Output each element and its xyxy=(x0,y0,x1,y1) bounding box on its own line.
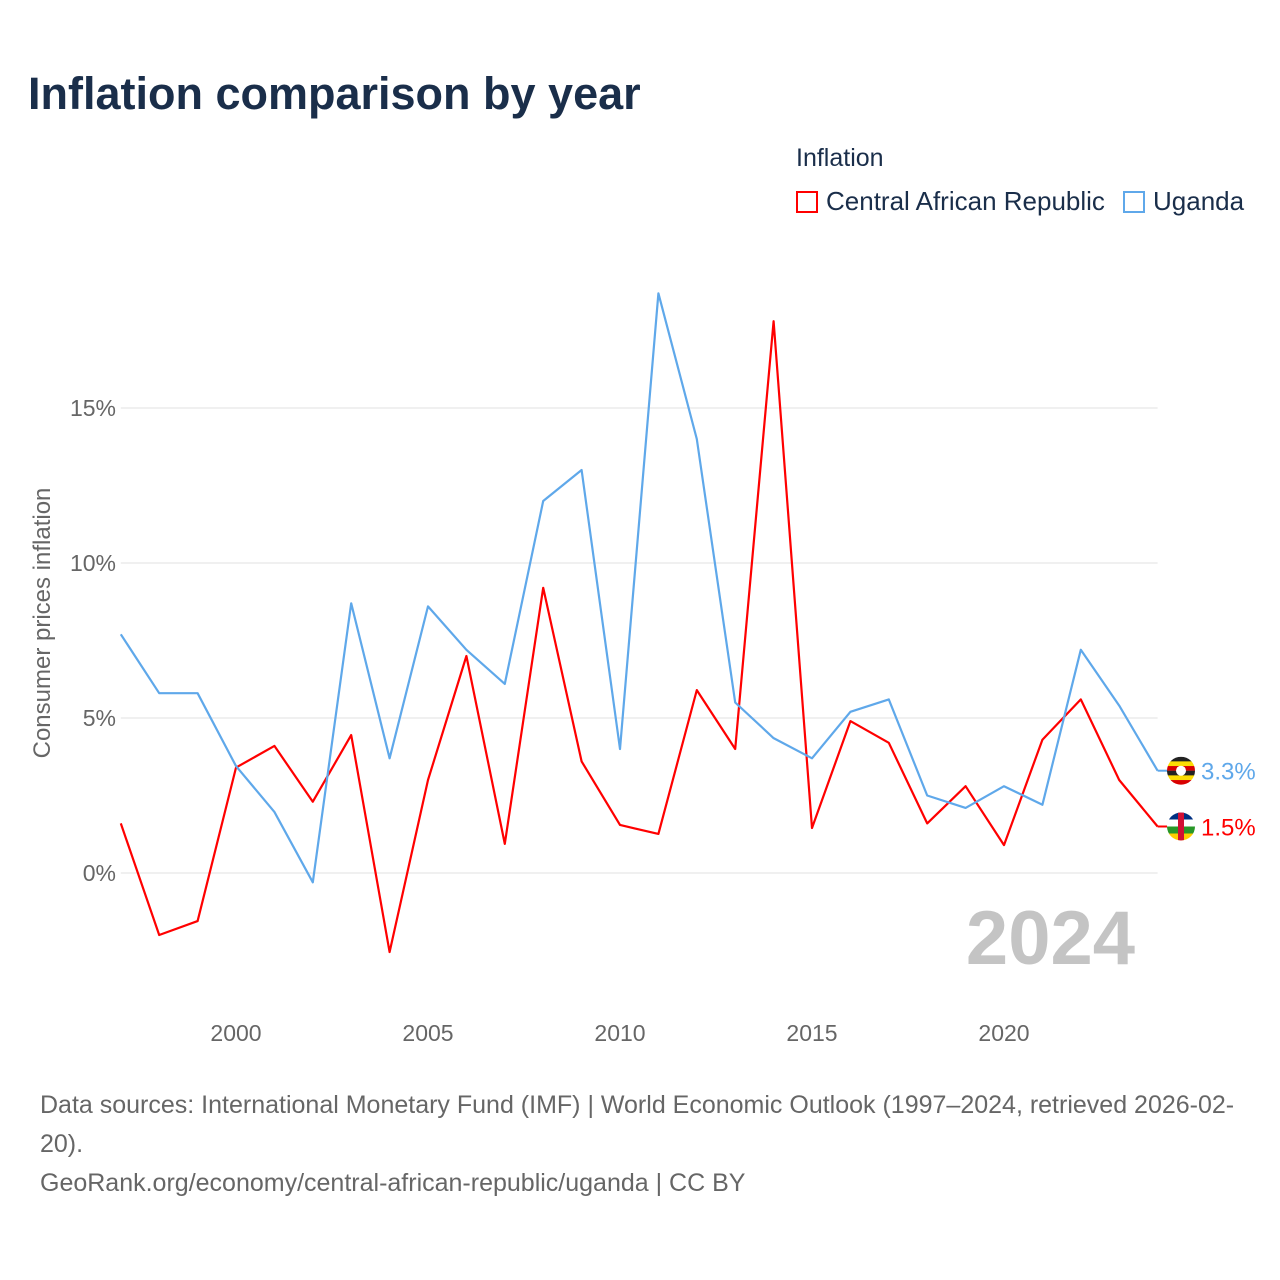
y-tick-label: 15% xyxy=(70,395,116,421)
x-tick-label: 2005 xyxy=(402,1020,453,1046)
series-line-uganda xyxy=(119,292,1159,884)
y-axis-label: Consumer prices inflation xyxy=(29,488,56,759)
uganda-flag-icon xyxy=(1167,756,1195,785)
x-tick-label: 2010 xyxy=(594,1020,645,1046)
y-tick-label: 5% xyxy=(83,705,116,731)
y-tick-label: 0% xyxy=(83,860,116,886)
legend-label: Uganda xyxy=(1153,186,1245,216)
year-watermark: 2024 xyxy=(966,896,1135,981)
flag-stripe xyxy=(1167,761,1195,767)
data-sources: Data sources: International Monetary Fun… xyxy=(40,1091,1235,1158)
footer: Data sources: International Monetary Fun… xyxy=(40,1086,1250,1203)
legend-item-car[interactable]: Central African Republic xyxy=(796,186,1105,217)
x-tick-label: 2020 xyxy=(978,1020,1029,1046)
flag-stripe xyxy=(1167,780,1195,785)
chart-title: Inflation comparison by year xyxy=(28,68,641,119)
car-flag-icon xyxy=(1167,812,1195,841)
flag-emblem xyxy=(1176,765,1186,776)
legend-label: Central African Republic xyxy=(826,186,1105,216)
series-line-car xyxy=(119,320,1159,954)
x-tick-label: 2015 xyxy=(786,1020,837,1046)
x-tick-label: 2000 xyxy=(210,1020,261,1046)
source-link[interactable]: GeoRank.org/economy/central-african-repu… xyxy=(40,1169,746,1197)
legend-title: Inflation xyxy=(796,144,884,172)
flag-stripe xyxy=(1167,756,1195,762)
legend-swatch xyxy=(1123,190,1145,213)
flag-band xyxy=(1178,812,1184,841)
flag-stripe xyxy=(1167,775,1195,781)
legend-item-uganda[interactable]: Uganda xyxy=(1123,186,1244,217)
legend-swatch xyxy=(796,190,818,213)
y-tick-label: 10% xyxy=(70,550,116,576)
end-value-label: 1.5% xyxy=(1201,815,1256,842)
end-value-label: 3.3% xyxy=(1201,759,1256,786)
